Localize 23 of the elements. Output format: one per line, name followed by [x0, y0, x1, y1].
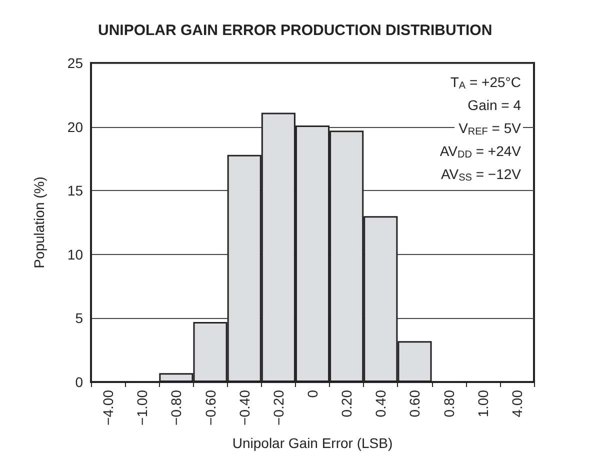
- x-tick-label: 0.80: [440, 390, 457, 418]
- x-tick-label: 0: [304, 390, 320, 398]
- y-axis-title: Population (%): [31, 176, 47, 268]
- x-tick-label: 0.40: [372, 390, 389, 418]
- annotation: Gain = 4: [468, 97, 522, 113]
- y-tick-label: 5: [75, 310, 84, 326]
- y-tick-label: 0: [75, 374, 84, 390]
- x-tick-label: 0.60: [406, 390, 423, 418]
- chart-title: UNIPOLAR GAIN ERROR PRODUCTION DISTRIBUTION: [98, 22, 492, 39]
- y-tick-label: 15: [67, 182, 84, 199]
- x-tick-label: −0.20: [270, 390, 286, 426]
- y-tick-label: 25: [67, 55, 84, 71]
- x-tick-label: 1.00: [474, 390, 491, 418]
- x-tick-label: −4.00: [100, 390, 116, 426]
- x-tick-label: −0.80: [168, 390, 184, 426]
- y-tick-label: 20: [67, 118, 84, 135]
- x-tick-label: 4.00: [508, 390, 525, 418]
- x-tick-label: 0.20: [338, 390, 355, 418]
- y-tick-label: 10: [67, 246, 84, 262]
- x-tick-label: −0.60: [202, 390, 218, 426]
- x-axis-title: Unipolar Gain Error (LSB): [232, 435, 393, 451]
- x-tick-label: −0.40: [236, 390, 252, 426]
- x-tick-label: −1.00: [134, 390, 150, 426]
